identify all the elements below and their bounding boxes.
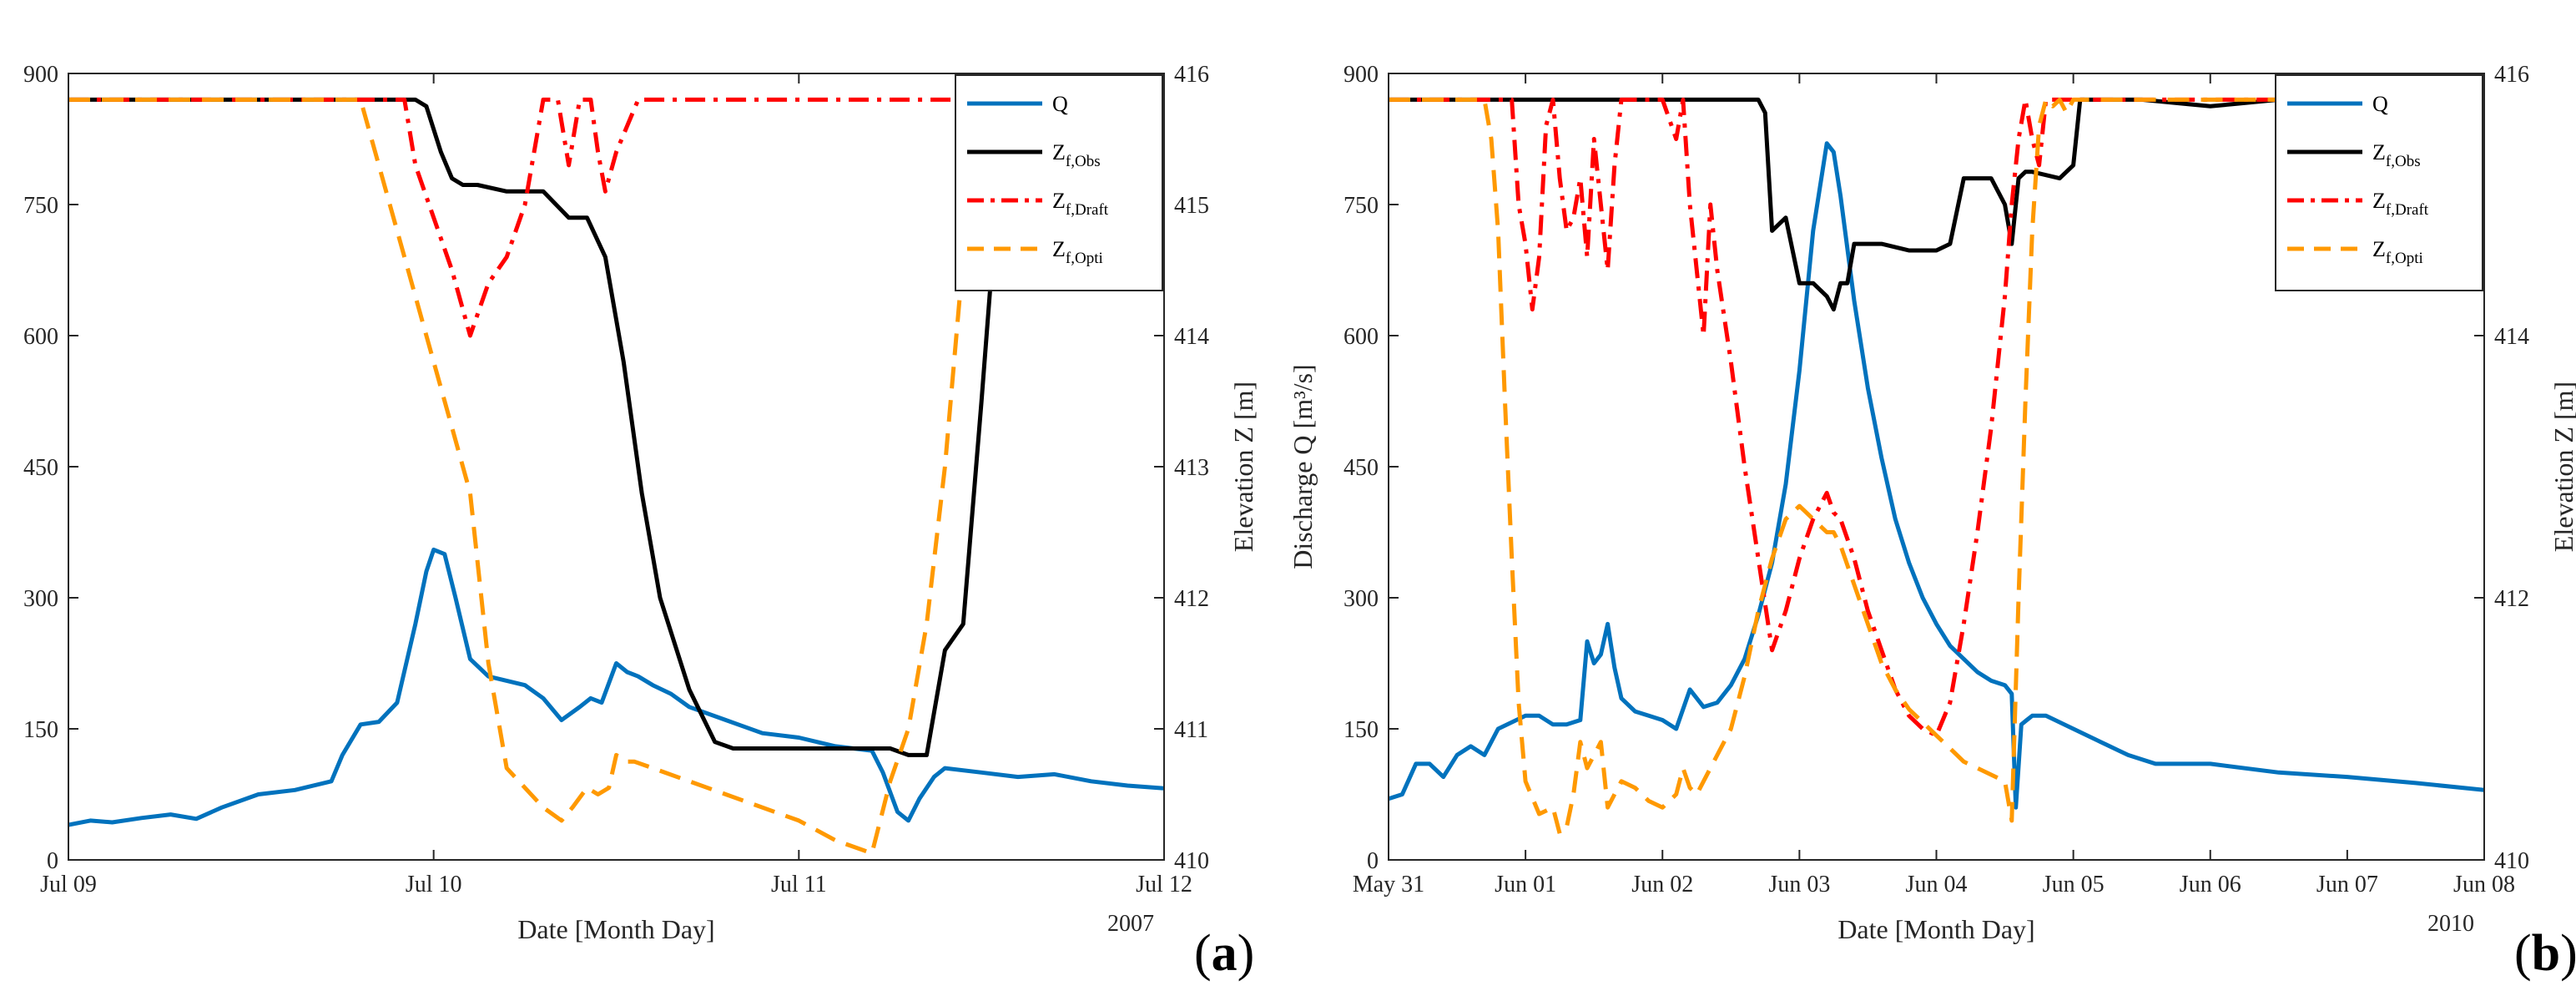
y-left-tick-label: 0: [1367, 848, 1379, 874]
y-right-tick-label: 412: [1174, 586, 1209, 612]
y-left-axis-label: Discharge Q [m³/s]: [1288, 364, 1318, 569]
y-left-tick-label: 150: [23, 717, 58, 743]
legend-entry: Zf,Opti: [2372, 237, 2423, 267]
legend-entry-subscript: f,Obs: [1066, 153, 1101, 170]
y-left-tick-label: 750: [23, 193, 58, 219]
series-line-z-f-draft: [1389, 97, 2484, 738]
y-left-tick-label: 600: [1343, 324, 1379, 350]
x-tick-label: Jun 08: [2453, 872, 2515, 897]
legend-entry-subscript: f,Draft: [2386, 201, 2429, 219]
x-tick-label: Jul 10: [406, 872, 462, 897]
y-left-tick-label: 300: [23, 586, 58, 612]
legend-entry: Zf,Obs: [2372, 140, 2421, 170]
x-tick-label: Jun 04: [1906, 872, 1968, 897]
y-left-tick-label: 450: [1343, 455, 1379, 481]
x-tick-label: May 31: [1353, 872, 1424, 897]
series-line-z-f-draft: [68, 97, 1164, 338]
year-label: 2007: [1107, 911, 1154, 937]
y-left-tick-label: 450: [23, 455, 58, 481]
legend-entry: Q: [1052, 92, 1068, 116]
y-left-tick-label: 600: [23, 324, 58, 350]
panel-a: Jul 09 Jul 10 Jul 11 Jul 12 0 150 300 450 600 750…: [23, 62, 1258, 982]
legend-entry-name: Z: [1052, 189, 1066, 213]
y-left-tick-label: 900: [1343, 62, 1379, 88]
legend-box: [955, 74, 1163, 291]
y-left-tick-label: 750: [1343, 193, 1379, 219]
y-right-tick-label: 410: [1174, 848, 1209, 874]
x-axis-label: Date [Month Day]: [517, 914, 714, 944]
y-right-tick-label: 411: [1174, 717, 1208, 743]
x-tick-label: Jul 12: [1136, 872, 1192, 897]
x-tick-label: Jun 05: [2043, 872, 2105, 897]
y-left-tick-label: 0: [47, 848, 58, 874]
series-line-q: [1389, 141, 2484, 810]
panel-tag: (a): [1194, 925, 1254, 982]
legend-entry-subscript: f,Obs: [2386, 153, 2421, 170]
y-right-tick-label: 410: [2494, 848, 2529, 874]
y-left-tick-label: 900: [23, 62, 58, 88]
legend-entry: Zf,Opti: [1052, 237, 1103, 267]
legend-entry: Zf,Draft: [2372, 189, 2429, 219]
series-line-z-f-opti: [68, 97, 1164, 856]
series-line-z-f-opti: [1389, 97, 2484, 837]
legend-entry-name: Z: [2372, 189, 2386, 213]
y-right-axis-label: Elevation Z [m]: [2548, 382, 2576, 552]
legend-entry-subscript: f,Opti: [1066, 250, 1103, 267]
legend-entry-name: Z: [1052, 140, 1066, 164]
legend-entry-subscript: f,Draft: [1066, 201, 1109, 219]
y-right-tick-label: 414: [1174, 324, 1209, 350]
legend-entry-name: Z: [2372, 140, 2386, 164]
legend-entry: Zf,Draft: [1052, 189, 1109, 219]
x-tick-label: Jul 11: [771, 872, 827, 897]
legend-entry-name: Z: [2372, 237, 2386, 261]
panel-b: May 31 Jun 01 Jun 02 Jun 03 Jun 04 Jun 05 Jun …: [1288, 62, 2576, 982]
x-tick-label: Jul 09: [40, 872, 97, 897]
series-group: [68, 97, 1164, 856]
legend-entry-name: Q: [2372, 92, 2388, 116]
year-label: 2010: [2427, 911, 2474, 937]
x-axis-label: Date [Month Day]: [1837, 914, 2034, 944]
y-right-tick-label: 412: [2494, 586, 2529, 612]
x-tick-label: Jun 01: [1495, 872, 1556, 897]
y-right-axis-label: Elevation Z [m]: [1228, 382, 1258, 552]
legend-entry: Zf,Obs: [1052, 140, 1101, 170]
panel-tag: (b): [2514, 925, 2576, 982]
y-right-tick-label: 413: [1174, 455, 1209, 481]
panel-tag-letter: a: [1212, 925, 1238, 982]
y-right-tick-label: 414: [2494, 324, 2529, 350]
legend-box: [2275, 74, 2483, 291]
legend-entry-name: Z: [1052, 237, 1066, 261]
legend-entry: Q: [2372, 92, 2388, 116]
x-tick-label: Jun 06: [2180, 872, 2241, 897]
legend-entry-subscript: f,Opti: [2386, 250, 2423, 267]
series-group: [1389, 97, 2484, 837]
y-left-tick-label: 300: [1343, 586, 1379, 612]
x-tick-label: Jun 07: [2316, 872, 2378, 897]
legend-entry-name: Q: [1052, 92, 1068, 116]
y-right-tick-label: 416: [2494, 62, 2529, 88]
series-line-q: [68, 547, 1164, 827]
x-tick-label: Jun 03: [1768, 872, 1830, 897]
y-right-tick-label: 415: [1174, 193, 1209, 219]
y-right-tick-label: 416: [1174, 62, 1209, 88]
x-tick-label: Jun 02: [1631, 872, 1693, 897]
series-line-z-f-obs: [68, 97, 1164, 757]
panel-tag-letter: b: [2532, 925, 2560, 982]
y-left-tick-label: 150: [1343, 717, 1379, 743]
